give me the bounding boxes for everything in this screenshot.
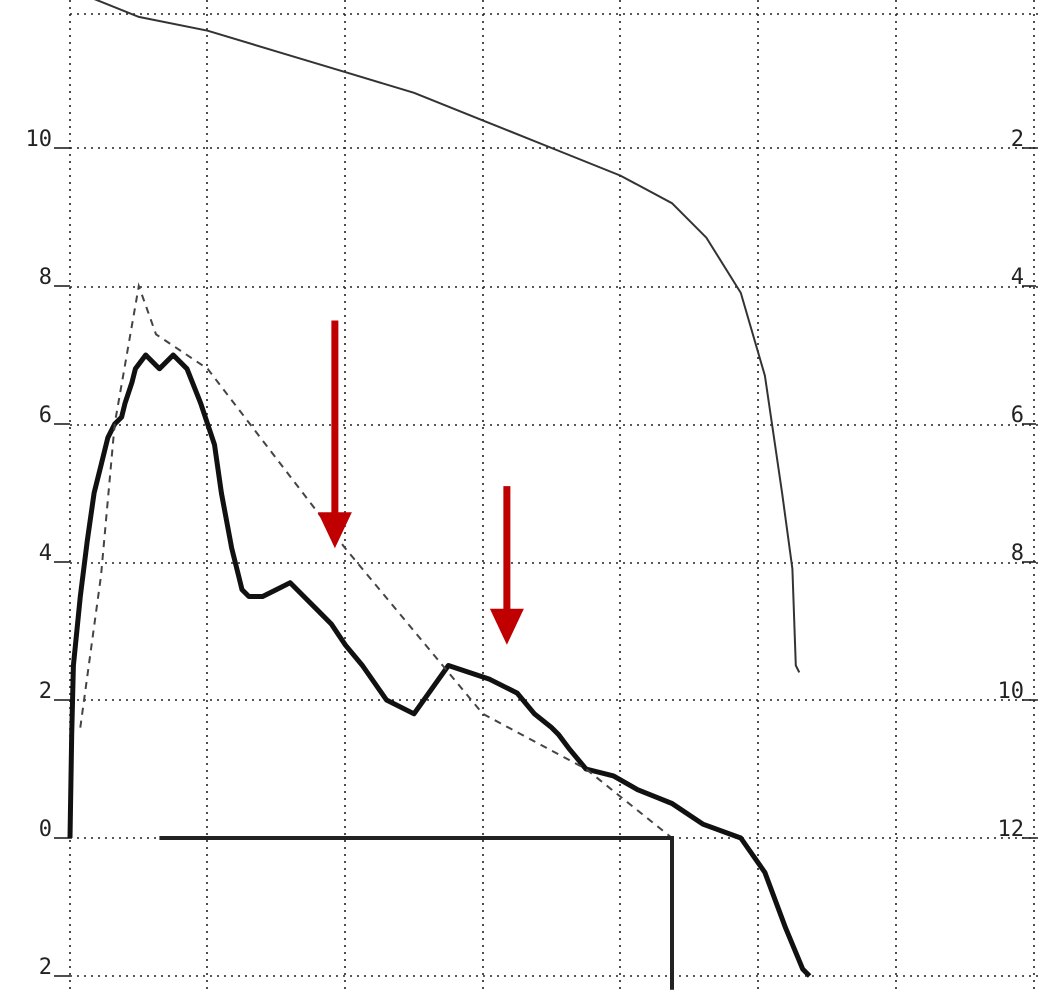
- series-line-solid-thick-0: [67, 352, 812, 978]
- annotations: [317, 320, 524, 645]
- right-tick-label: 10: [998, 679, 1025, 704]
- tick-labels: 2 0 2 4 6 8 10 2 4 6 8 10 12: [26, 127, 1036, 980]
- annotation-arrow-head-0: [317, 512, 352, 549]
- left-tick-label: 2: [39, 955, 52, 980]
- series-layer: [67, 0, 812, 990]
- grid: [69, 0, 1038, 993]
- right-tick-label: 2: [1011, 127, 1024, 152]
- left-tick-label: 0: [39, 817, 52, 842]
- right-tick-label: 4: [1011, 265, 1024, 290]
- left-tick-label: 8: [39, 265, 52, 290]
- left-tick-label: 6: [39, 403, 52, 428]
- annotation-arrow-head-1: [489, 608, 524, 645]
- left-tick-label: 10: [26, 127, 53, 152]
- series-line-solid-thin-2: [93, 0, 801, 673]
- left-tick-label: 2: [39, 679, 52, 704]
- right-tick-label: 6: [1011, 403, 1024, 428]
- series-line-solid-medium-3: [159, 836, 674, 990]
- right-tick-label: 8: [1011, 541, 1024, 566]
- series-line-dashed-1: [79, 282, 673, 839]
- right-tick-label: 12: [998, 817, 1025, 842]
- left-tick-label: 4: [39, 541, 52, 566]
